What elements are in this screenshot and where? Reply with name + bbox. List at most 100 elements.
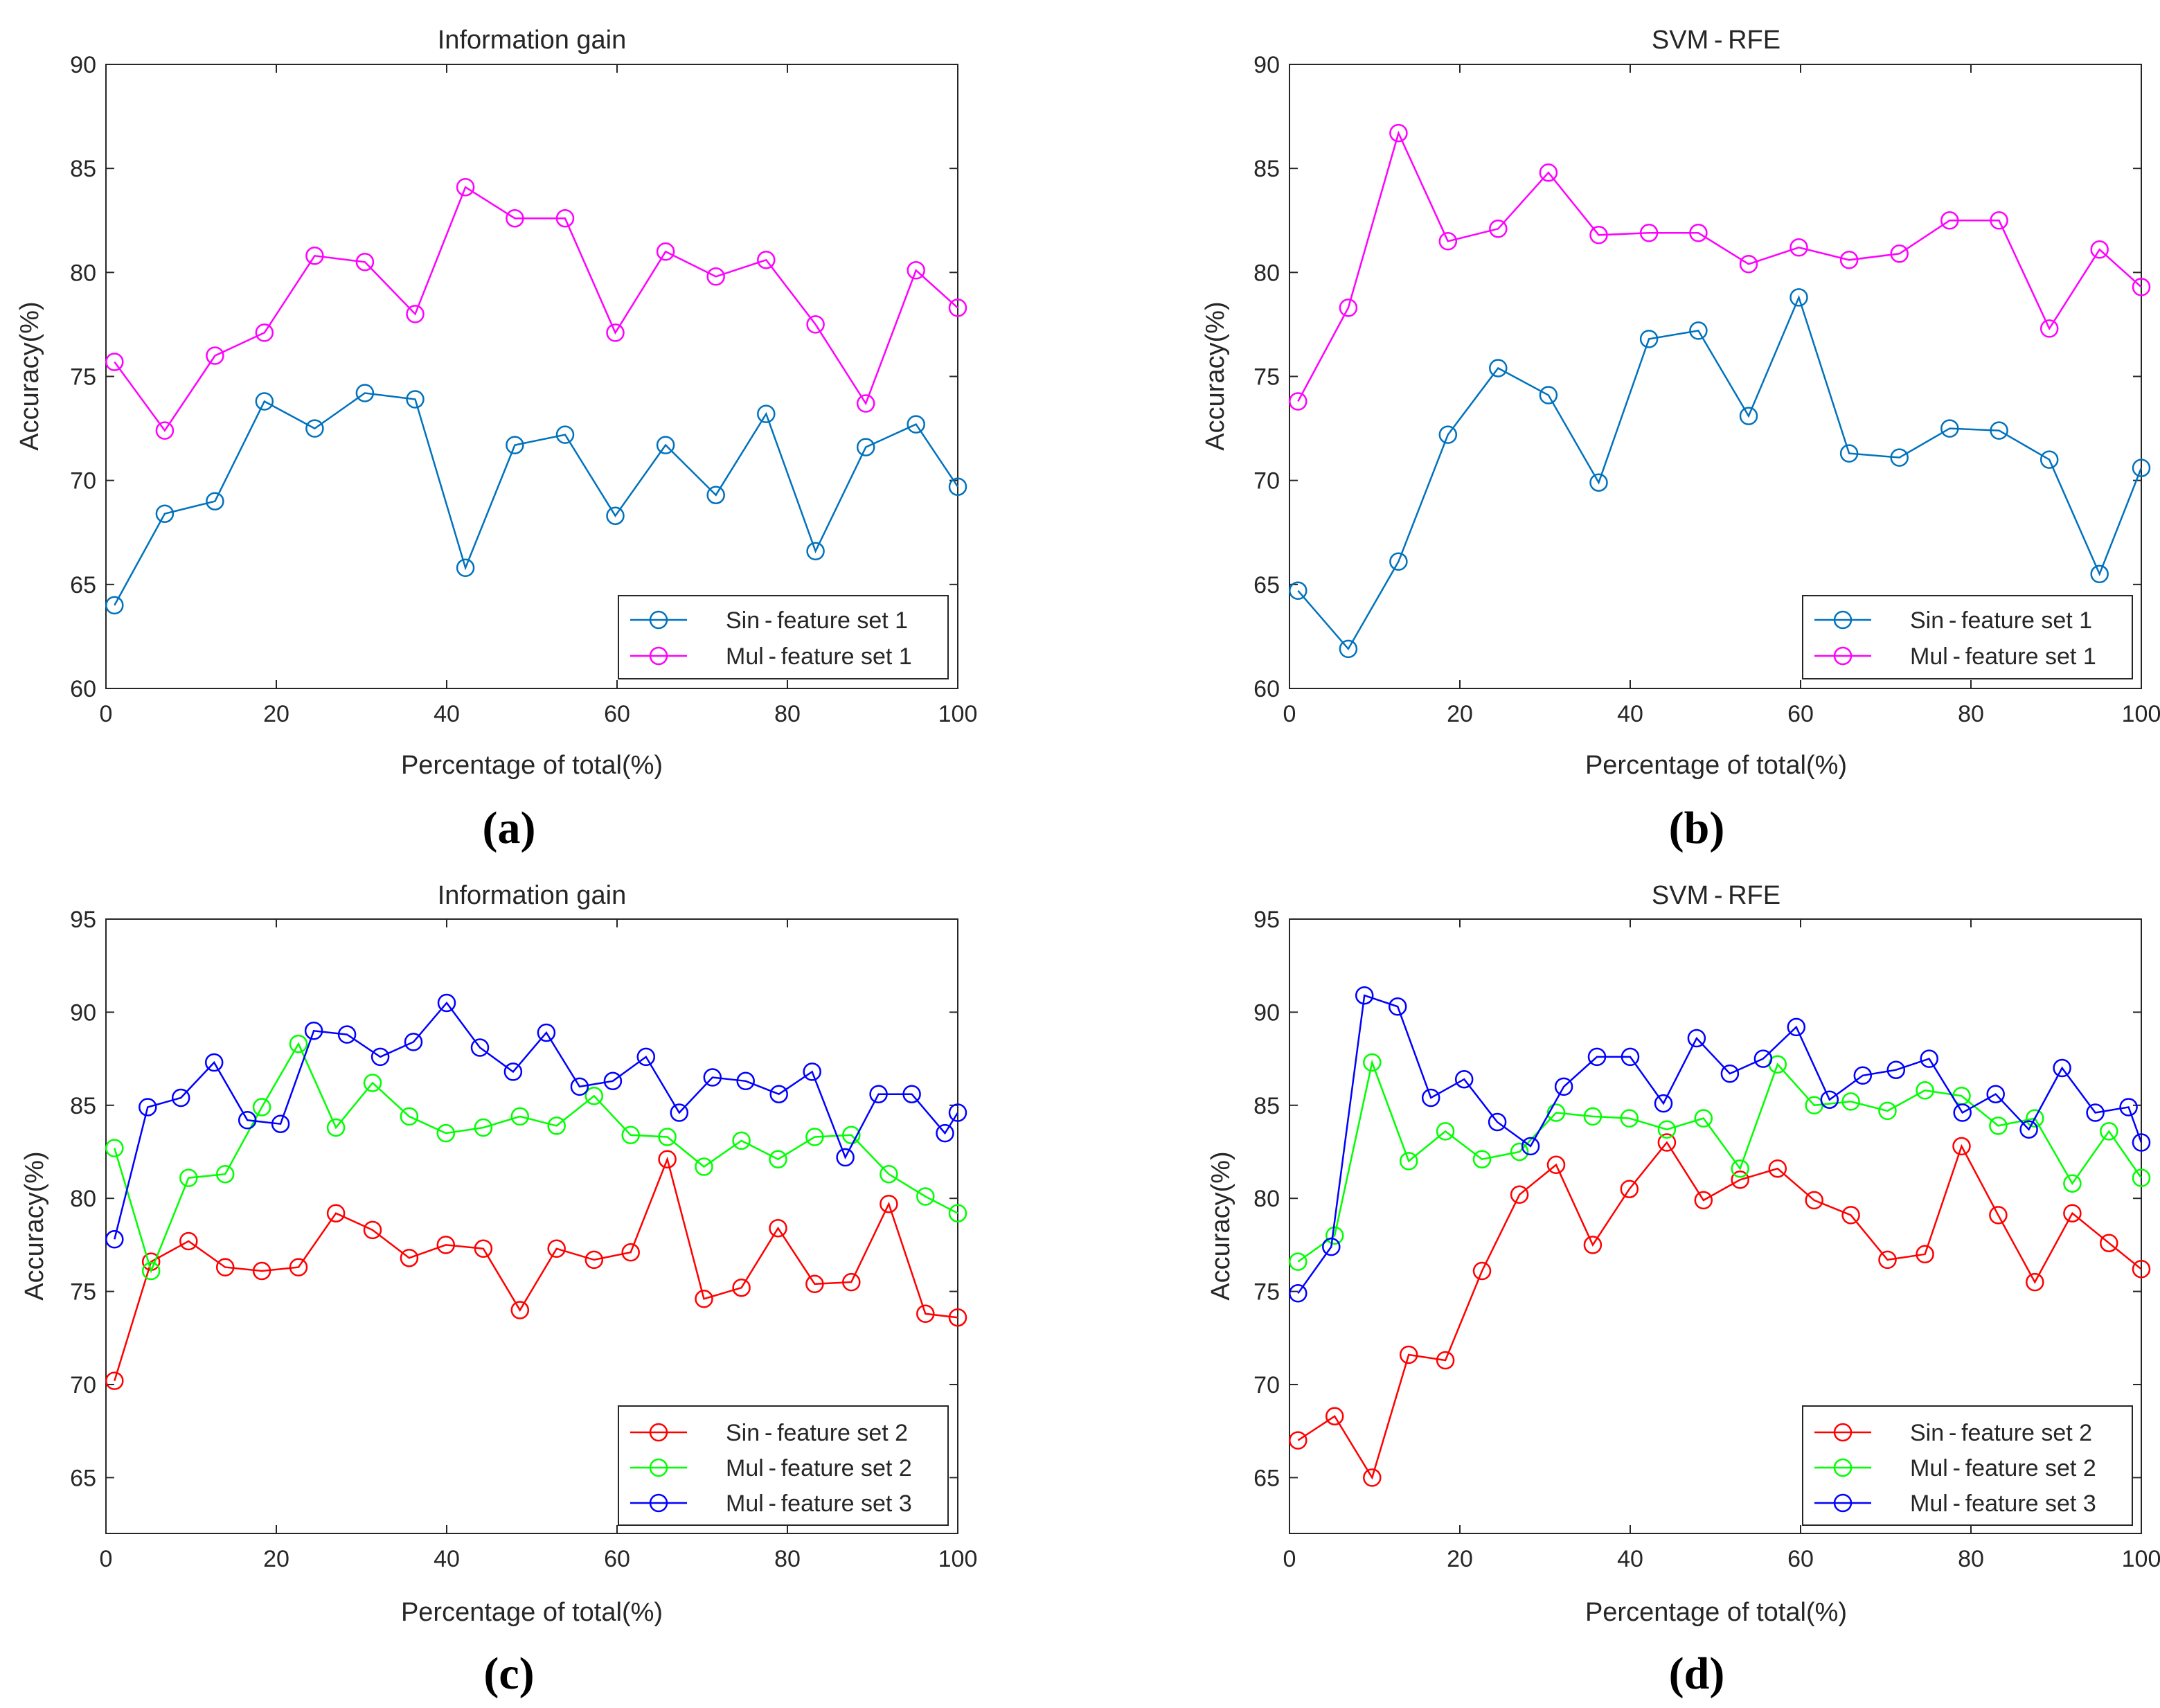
data-point (555, 208, 575, 228)
x-axis-label: Percentage of total(%) (1585, 751, 1847, 780)
data-point (1805, 1191, 1823, 1210)
data-point (695, 1157, 713, 1176)
legend-marker (649, 1458, 668, 1477)
data-point (238, 1111, 257, 1130)
legend-entry: Mul - feature set 3 (1910, 1491, 2096, 1517)
data-point (141, 1261, 161, 1281)
x-axis-label: Percentage of total(%) (401, 1598, 663, 1627)
data-point (1989, 1206, 2008, 1225)
x-tick-label: 40 (1617, 1546, 1643, 1572)
data-point (2119, 1098, 2138, 1117)
y-tick-label: 85 (1253, 156, 1280, 182)
data-point (1689, 321, 1708, 340)
data-point (636, 1047, 656, 1067)
axis-ticks: 0 20 40 60 80 100 65 70 75 80 85 90 95 (1253, 907, 2160, 1572)
data-point (805, 1128, 824, 1146)
data-point (606, 506, 625, 525)
y-tick-label: 95 (1253, 907, 1280, 933)
legend-marker (1833, 1423, 1853, 1442)
y-axis-label: Accuracy(%) (1201, 301, 1230, 450)
data-point (856, 438, 875, 456)
data-point (805, 1274, 824, 1294)
data-point (902, 1085, 921, 1103)
data-point (2132, 459, 2151, 477)
data-point (2132, 1133, 2151, 1152)
data-point (1289, 392, 1307, 411)
data-point (179, 1168, 198, 1187)
data-point (1539, 386, 1558, 404)
data-point (1438, 232, 1458, 251)
data-point (2100, 1234, 2118, 1252)
data-point (206, 492, 224, 510)
data-point (1639, 224, 1659, 242)
y-tick-label: 65 (70, 572, 96, 598)
data-point (1694, 1191, 1713, 1210)
series-line (1297, 130, 2142, 402)
y-tick-label: 60 (1253, 676, 1280, 702)
data-point (1436, 1122, 1455, 1141)
legend-entry: Mul - feature set 2 (726, 1455, 912, 1482)
y-tick-label: 70 (1253, 468, 1280, 495)
y-tick-label: 85 (70, 156, 96, 182)
data-point (2090, 564, 2109, 584)
x-tick-label: 0 (100, 1546, 113, 1572)
data-point (706, 267, 725, 286)
y-tick-label: 65 (1253, 572, 1280, 598)
data-point (400, 1107, 419, 1126)
panel-label: (a) (483, 803, 536, 853)
data-point (252, 1261, 271, 1281)
data-point (404, 1033, 423, 1051)
data-point (1687, 1029, 1706, 1048)
data-point (2019, 1120, 2038, 1139)
y-tick-label: 85 (1253, 1093, 1280, 1119)
data-point (105, 596, 124, 615)
data-point (880, 1164, 898, 1184)
y-tick-label: 90 (1253, 52, 1280, 78)
data-point (406, 390, 425, 409)
legend-marker (1833, 610, 1853, 630)
data-point (1739, 407, 1758, 425)
data-point (584, 1087, 604, 1105)
data-point (470, 1038, 490, 1057)
x-tick-label: 20 (1447, 1546, 1473, 1572)
legend-marker (1833, 1493, 1853, 1513)
chart-title: SVM - RFE (1652, 881, 1780, 910)
data-point (436, 1236, 456, 1254)
data-point (842, 1272, 861, 1292)
data-point (1289, 1431, 1307, 1450)
data-point (1489, 359, 1508, 377)
legend: Sin - feature set 2 Mul - feature set 2 … (1802, 1405, 2133, 1526)
data-point (1768, 1159, 1787, 1178)
data-point (355, 384, 375, 402)
data-point (179, 1231, 198, 1251)
series-line (114, 1001, 959, 1240)
data-point (2039, 319, 2059, 338)
x-tick-label: 80 (774, 1546, 801, 1572)
data-point (732, 1278, 751, 1297)
y-tick-label: 70 (70, 1372, 96, 1398)
data-point (1510, 1142, 1529, 1162)
data-point (1789, 238, 1808, 257)
data-point (2132, 1260, 2151, 1279)
chart-title: Information gain (438, 881, 627, 910)
series-lines (105, 177, 967, 615)
legend-marker (649, 1423, 668, 1442)
y-tick-label: 80 (1253, 1186, 1280, 1212)
data-point (506, 436, 524, 454)
data-point (1620, 1180, 1639, 1198)
data-point (506, 208, 524, 228)
data-point (547, 1239, 566, 1258)
data-point (2132, 1168, 2151, 1187)
series-lines (1289, 123, 2151, 659)
y-axis-label: Accuracy(%) (20, 1151, 49, 1300)
data-point (204, 1053, 224, 1072)
panel-label: (b) (1669, 803, 1725, 853)
x-tick-label: 60 (1787, 1546, 1814, 1572)
data-point (656, 242, 675, 261)
data-point (326, 1118, 346, 1137)
data-point (1546, 1103, 1566, 1122)
data-point (603, 1071, 623, 1091)
data-point (803, 1062, 821, 1081)
data-point (948, 1103, 967, 1122)
panel-label: (d) (1669, 1648, 1725, 1699)
